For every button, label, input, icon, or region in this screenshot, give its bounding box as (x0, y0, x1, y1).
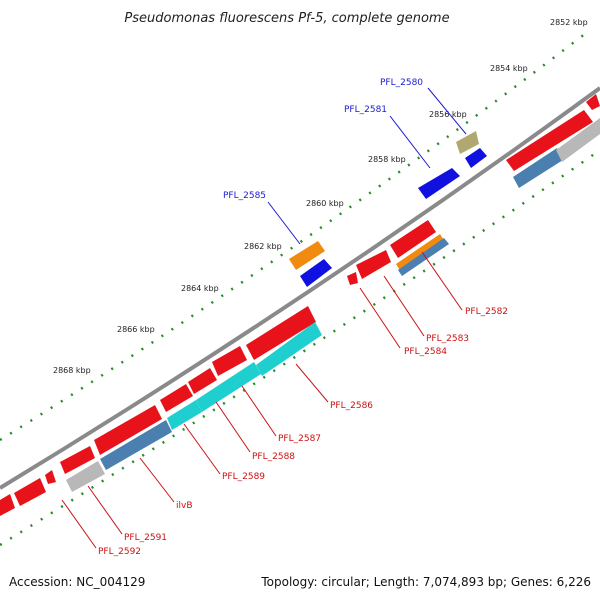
tick-2852: 2852 kbp (550, 18, 588, 27)
gene-left-edge[interactable] (0, 494, 15, 516)
gene-pfl2592[interactable] (66, 461, 105, 492)
label-pfl2589: PFL_2589 (222, 472, 265, 482)
gene-ilvB-red[interactable] (94, 405, 162, 455)
tick-2854: 2854 kbp (490, 64, 528, 73)
label-pfl2583: PFL_2583 (426, 334, 469, 344)
tick-2856: 2856 kbp (429, 110, 467, 119)
gene-ilvB[interactable] (100, 420, 172, 470)
gene-left-edge-2[interactable] (14, 478, 46, 506)
label-ilvB: ilvB (176, 501, 193, 511)
label-pfl2585: PFL_2585 (223, 191, 266, 201)
gene-pfl2589[interactable] (160, 384, 193, 412)
label-pfl2588: PFL_2588 (252, 452, 295, 462)
gene-pfl2584-tip[interactable] (347, 272, 358, 285)
map-title: Pseudomonas fluorescens Pf-5, complete g… (124, 11, 449, 26)
scale-dots-outer (0, 29, 591, 442)
gene-pfl2588[interactable] (188, 368, 217, 394)
label-pfl2591: PFL_2591 (124, 533, 167, 543)
gene-pfl2583-orange[interactable] (396, 234, 445, 272)
gene-pfl2581[interactable] (418, 168, 460, 199)
label-pfl2581: PFL_2581 (344, 105, 387, 115)
gene-pfl2587-cyan[interactable] (196, 362, 261, 412)
gene-right-red-1[interactable] (506, 110, 593, 171)
label-pfl2584: PFL_2584 (404, 347, 447, 357)
accession-text: Accession: NC_004129 (9, 575, 145, 589)
gene-pfl2586-cyan[interactable] (256, 322, 322, 376)
gene-pfl2582[interactable] (390, 220, 436, 258)
gene-right-steel[interactable] (513, 148, 563, 188)
gene-pfl2580[interactable] (456, 131, 479, 154)
tick-2868: 2868 kbp (53, 366, 91, 375)
tick-2864: 2864 kbp (181, 284, 219, 293)
gene-pfl2587[interactable] (212, 346, 247, 376)
tick-2866: 2866 kbp (117, 325, 155, 334)
leader-lines (61, 87, 467, 549)
gene-right-gray[interactable] (556, 118, 600, 162)
tick-2858: 2858 kbp (368, 155, 406, 164)
scale-dots-middle (0, 140, 420, 370)
label-pfl2592: PFL_2592 (98, 547, 141, 557)
gene-pfl2583-steel[interactable] (398, 238, 449, 276)
label-pfl2587: PFL_2587 (278, 434, 321, 444)
genome-backbone (0, 86, 600, 490)
label-pfl2586: PFL_2586 (330, 401, 373, 411)
gene-pfl2585-blue[interactable] (300, 259, 332, 287)
gene-pfl2591-tip[interactable] (45, 470, 56, 484)
gene-right-red-2[interactable] (586, 94, 600, 110)
gene-pfl2591[interactable] (60, 446, 95, 474)
gene-pfl2585[interactable] (289, 241, 325, 270)
gene-pfl2589-cyan[interactable] (167, 400, 202, 430)
gene-pfl2581-small[interactable] (465, 148, 487, 168)
genome-summary-text: Topology: circular; Length: 7,074,893 bp… (260, 575, 591, 589)
label-pfl2580: PFL_2580 (380, 78, 423, 88)
gene-pfl2586[interactable] (246, 306, 316, 360)
gene-pfl2584[interactable] (356, 250, 391, 279)
label-pfl2582: PFL_2582 (465, 307, 508, 317)
tick-2862: 2862 kbp (244, 242, 282, 251)
tick-2860: 2860 kbp (306, 199, 344, 208)
